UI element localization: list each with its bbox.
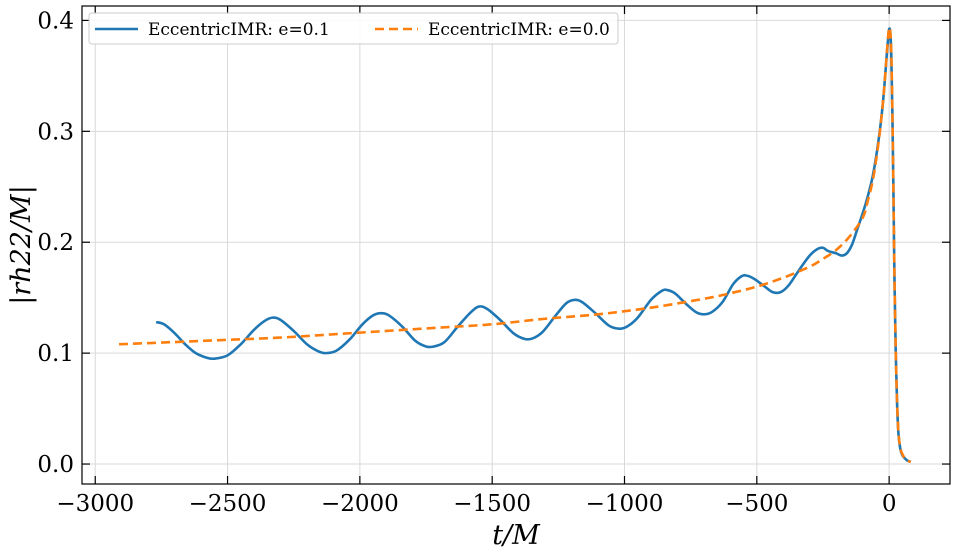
y-tick-label: 0.0	[37, 452, 74, 478]
series-layer	[118, 26, 912, 464]
series-line-e00	[118, 26, 912, 464]
x-tick-label: −2500	[189, 491, 267, 517]
legend: EccentricIMR: e=0.1 EccentricIMR: e=0.0	[88, 12, 619, 45]
series-line-e01	[155, 27, 912, 464]
y-tick-label: 0.4	[37, 8, 74, 34]
x-tick-label: −2000	[321, 491, 399, 517]
x-tick-label: −1000	[586, 491, 664, 517]
plot-frame	[81, 5, 951, 485]
x-axis-label: t/M	[492, 520, 541, 551]
y-tick-label: 0.1	[37, 341, 74, 367]
y-axis-label: |rh22/M|	[6, 185, 37, 305]
x-tick-label: −500	[725, 491, 788, 517]
x-tick-label: −3000	[56, 491, 134, 517]
axis-ticks	[82, 6, 950, 484]
tick-labels: −3000 −2500 −2000 −1500 −1000 −500 0 0.0 0.1 0.2 0…	[37, 8, 896, 517]
legend-label-e01: EccentricIMR: e=0.1	[148, 20, 330, 40]
y-tick-label: 0.2	[37, 230, 74, 256]
legend-box	[88, 12, 619, 45]
x-tick-label: 0	[882, 491, 897, 517]
y-tick-label: 0.3	[37, 119, 74, 145]
x-tick-label: −1500	[453, 491, 531, 517]
legend-label-e00: EccentricIMR: e=0.0	[428, 20, 610, 40]
